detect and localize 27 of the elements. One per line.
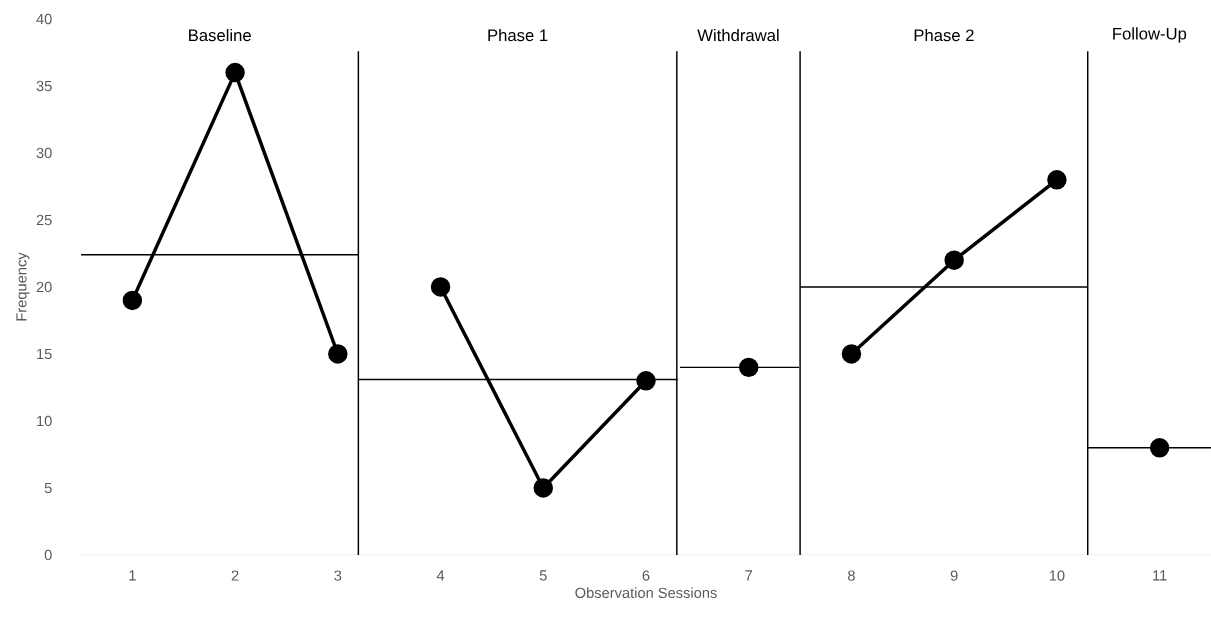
annotation: Withdrawal xyxy=(697,28,779,42)
x-tick-label: 4 xyxy=(436,570,445,581)
x-axis-title: Observation Sessions xyxy=(575,587,717,599)
x-tick-label: 9 xyxy=(950,570,958,581)
annotation: Follow-Up xyxy=(1113,27,1187,43)
y-tick-label: 20 xyxy=(36,281,52,293)
y-tick-label: 0 xyxy=(44,549,52,561)
x-tick-label: 1 xyxy=(129,570,136,581)
y-axis-title: Frequency xyxy=(16,252,30,321)
x-tick-label: 8 xyxy=(848,570,855,581)
y-tick-label: 25 xyxy=(36,214,52,226)
x-tick-label: 7 xyxy=(745,570,753,581)
y-tick-label: 15 xyxy=(37,348,52,360)
y-tick-label: 30 xyxy=(36,147,52,159)
x-tick-label: 6 xyxy=(642,570,650,581)
x-tick-label: 2 xyxy=(231,570,239,581)
annotation: Phase 1 xyxy=(488,28,548,42)
x-tick-label: 10 xyxy=(1049,570,1065,581)
annotation: Phase 2 xyxy=(914,28,974,42)
y-tick-label: 5 xyxy=(44,482,52,494)
x-tick-label: 5 xyxy=(539,570,547,581)
y-tick-label: 40 xyxy=(36,13,52,25)
annotation: Baseline xyxy=(189,28,251,42)
x-tick-label: 11 xyxy=(1153,570,1167,581)
y-tick-label: 10 xyxy=(37,415,52,427)
x-tick-label: 3 xyxy=(334,570,342,581)
y-tick-label: 35 xyxy=(36,80,52,92)
